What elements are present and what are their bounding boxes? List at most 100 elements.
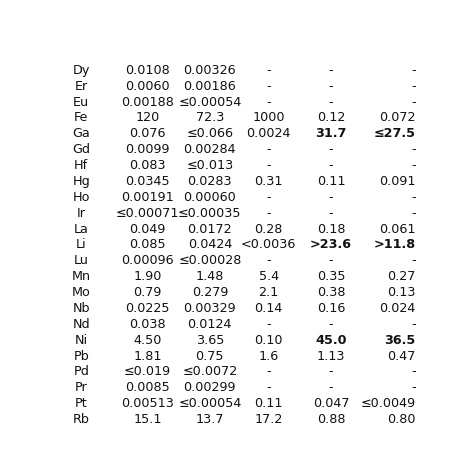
- Text: 0.11: 0.11: [255, 397, 283, 410]
- Text: -: -: [411, 191, 416, 204]
- Text: 1.6: 1.6: [258, 349, 279, 363]
- Text: ≤0.00035: ≤0.00035: [178, 207, 242, 219]
- Text: 2.1: 2.1: [258, 286, 279, 299]
- Text: Ga: Ga: [73, 128, 90, 140]
- Text: 0.038: 0.038: [129, 318, 166, 331]
- Text: Gd: Gd: [73, 143, 90, 156]
- Text: Pb: Pb: [73, 349, 89, 363]
- Text: 0.279: 0.279: [191, 286, 228, 299]
- Text: Ni: Ni: [75, 334, 88, 346]
- Text: 0.35: 0.35: [317, 270, 346, 283]
- Text: -: -: [329, 365, 333, 378]
- Text: 0.00186: 0.00186: [183, 80, 236, 93]
- Text: -: -: [329, 64, 333, 77]
- Text: <0.0036: <0.0036: [241, 238, 296, 251]
- Text: 0.13: 0.13: [387, 286, 416, 299]
- Text: Nb: Nb: [73, 302, 90, 315]
- Text: 0.00096: 0.00096: [121, 255, 174, 267]
- Text: ≤0.00054: ≤0.00054: [178, 96, 242, 109]
- Text: 0.083: 0.083: [129, 159, 166, 172]
- Text: -: -: [329, 96, 333, 109]
- Text: 0.0060: 0.0060: [125, 80, 170, 93]
- Text: 0.0085: 0.0085: [125, 381, 170, 394]
- Text: >23.6: >23.6: [310, 238, 352, 251]
- Text: -: -: [411, 96, 416, 109]
- Text: 5.4: 5.4: [258, 270, 279, 283]
- Text: 0.0099: 0.0099: [125, 143, 170, 156]
- Text: ≤0.0072: ≤0.0072: [182, 365, 237, 378]
- Text: 0.061: 0.061: [379, 223, 416, 236]
- Text: 0.10: 0.10: [255, 334, 283, 346]
- Text: -: -: [411, 318, 416, 331]
- Text: -: -: [411, 207, 416, 219]
- Text: 0.47: 0.47: [387, 349, 416, 363]
- Text: 0.0172: 0.0172: [188, 223, 232, 236]
- Text: 1.90: 1.90: [133, 270, 162, 283]
- Text: 3.65: 3.65: [196, 334, 224, 346]
- Text: 1.13: 1.13: [317, 349, 346, 363]
- Text: -: -: [329, 207, 333, 219]
- Text: 0.00060: 0.00060: [183, 191, 236, 204]
- Text: -: -: [411, 80, 416, 93]
- Text: -: -: [329, 159, 333, 172]
- Text: Nd: Nd: [73, 318, 90, 331]
- Text: 0.024: 0.024: [379, 302, 416, 315]
- Text: Ir: Ir: [77, 207, 86, 219]
- Text: Ho: Ho: [73, 191, 90, 204]
- Text: 0.80: 0.80: [387, 413, 416, 426]
- Text: 4.50: 4.50: [133, 334, 162, 346]
- Text: 0.14: 0.14: [255, 302, 283, 315]
- Text: Mo: Mo: [72, 286, 91, 299]
- Text: 0.00326: 0.00326: [183, 64, 236, 77]
- Text: 0.00191: 0.00191: [121, 191, 174, 204]
- Text: 0.0108: 0.0108: [125, 64, 170, 77]
- Text: 0.88: 0.88: [317, 413, 346, 426]
- Text: ≤0.00054: ≤0.00054: [178, 397, 242, 410]
- Text: 0.076: 0.076: [129, 128, 166, 140]
- Text: 1.48: 1.48: [196, 270, 224, 283]
- Text: 0.047: 0.047: [313, 397, 349, 410]
- Text: ≤0.019: ≤0.019: [124, 365, 171, 378]
- Text: 0.75: 0.75: [196, 349, 224, 363]
- Text: Eu: Eu: [73, 96, 90, 109]
- Text: 0.11: 0.11: [317, 175, 346, 188]
- Text: -: -: [411, 365, 416, 378]
- Text: 0.28: 0.28: [255, 223, 283, 236]
- Text: 0.0283: 0.0283: [188, 175, 232, 188]
- Text: -: -: [266, 207, 271, 219]
- Text: Li: Li: [76, 238, 87, 251]
- Text: 36.5: 36.5: [384, 334, 416, 346]
- Text: Lu: Lu: [74, 255, 89, 267]
- Text: -: -: [266, 255, 271, 267]
- Text: 0.00284: 0.00284: [183, 143, 236, 156]
- Text: -: -: [411, 255, 416, 267]
- Text: Fe: Fe: [74, 111, 89, 124]
- Text: 0.091: 0.091: [379, 175, 416, 188]
- Text: -: -: [266, 143, 271, 156]
- Text: 15.1: 15.1: [133, 413, 162, 426]
- Text: 45.0: 45.0: [315, 334, 347, 346]
- Text: -: -: [266, 318, 271, 331]
- Text: 0.31: 0.31: [255, 175, 283, 188]
- Text: 0.16: 0.16: [317, 302, 345, 315]
- Text: -: -: [329, 318, 333, 331]
- Text: 0.0225: 0.0225: [125, 302, 170, 315]
- Text: -: -: [266, 381, 271, 394]
- Text: -: -: [266, 191, 271, 204]
- Text: 0.049: 0.049: [129, 223, 165, 236]
- Text: -: -: [411, 381, 416, 394]
- Text: Dy: Dy: [73, 64, 90, 77]
- Text: ≤27.5: ≤27.5: [374, 128, 416, 140]
- Text: ≤0.00071: ≤0.00071: [116, 207, 179, 219]
- Text: 0.18: 0.18: [317, 223, 346, 236]
- Text: 17.2: 17.2: [255, 413, 283, 426]
- Text: 1.81: 1.81: [133, 349, 162, 363]
- Text: 0.00329: 0.00329: [183, 302, 236, 315]
- Text: 0.00188: 0.00188: [121, 96, 174, 109]
- Text: -: -: [329, 191, 333, 204]
- Text: 120: 120: [135, 111, 160, 124]
- Text: Pt: Pt: [75, 397, 88, 410]
- Text: ≤0.0049: ≤0.0049: [360, 397, 416, 410]
- Text: 0.00513: 0.00513: [121, 397, 174, 410]
- Text: La: La: [74, 223, 89, 236]
